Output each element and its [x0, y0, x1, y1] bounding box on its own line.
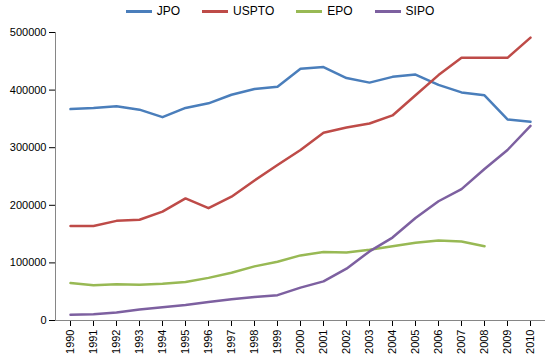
- html-text:JPO: JPO: [156, 4, 181, 18]
- svg-text:500000: 500000: [10, 26, 47, 38]
- svg-text:1992: 1992: [110, 330, 122, 354]
- svg-text:2010: 2010: [524, 330, 536, 354]
- svg-text:400000: 400000: [10, 84, 47, 96]
- svg-text:2009: 2009: [501, 330, 513, 354]
- svg-text:2001: 2001: [317, 330, 329, 354]
- html-text:USPTO: USPTO: [233, 4, 275, 18]
- svg-text:1998: 1998: [248, 330, 260, 354]
- svg-text:2000: 2000: [294, 330, 306, 354]
- svg-text:2006: 2006: [432, 330, 444, 354]
- svg-text:0: 0: [40, 314, 46, 326]
- svg-text:1999: 1999: [271, 330, 283, 354]
- svg-text:1995: 1995: [179, 330, 191, 354]
- svg-text:1994: 1994: [156, 330, 168, 354]
- html-text:SIPO: SIPO: [405, 4, 435, 18]
- svg-text:1991: 1991: [87, 330, 99, 354]
- svg-text:100000: 100000: [10, 256, 47, 268]
- svg-text:200000: 200000: [10, 199, 47, 211]
- svg-text:2004: 2004: [386, 330, 398, 354]
- svg-text:300000: 300000: [10, 141, 47, 153]
- svg-text:2002: 2002: [340, 330, 352, 354]
- svg-text:1997: 1997: [225, 330, 237, 354]
- html-text:EPO: EPO: [327, 4, 353, 18]
- svg-text:1996: 1996: [202, 330, 214, 354]
- svg-text:2007: 2007: [455, 330, 467, 354]
- svg-text:2008: 2008: [478, 330, 490, 354]
- svg-text:2005: 2005: [409, 330, 421, 354]
- svg-text:2003: 2003: [363, 330, 375, 354]
- svg-text:1993: 1993: [133, 330, 145, 354]
- svg-text:1990: 1990: [64, 330, 76, 354]
